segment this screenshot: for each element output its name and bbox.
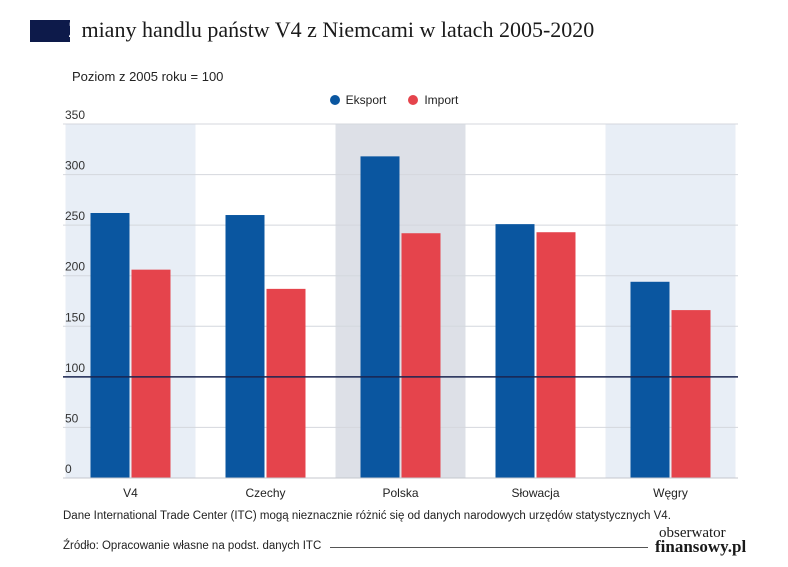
title-accent-bar — [30, 20, 70, 42]
y-tick-label: 250 — [65, 209, 85, 223]
logo-line-1: obserwator — [659, 525, 726, 541]
y-tick-label: 50 — [65, 411, 79, 425]
bar-export-1 — [90, 213, 130, 478]
publisher-logo: obserwator finansowy.pl — [655, 525, 755, 556]
bar-export-3 — [360, 156, 400, 478]
chart-subtitle: Poziom z 2005 roku = 100 — [72, 69, 224, 84]
bar-export-4 — [495, 224, 535, 478]
bar-export-2 — [225, 215, 265, 478]
title-first-letter: Z — [68, 17, 82, 42]
source-divider — [330, 547, 648, 548]
category-band — [65, 124, 196, 478]
bar-import-3 — [401, 233, 441, 478]
bar-import-5 — [671, 310, 711, 478]
category-band — [605, 124, 736, 478]
y-tick-label: 150 — [65, 310, 85, 324]
legend-export-label: Eksport — [345, 93, 387, 107]
legend-export-marker — [329, 95, 340, 105]
bar-import-1 — [131, 269, 171, 478]
data-note: Dane International Trade Center (ITC) mo… — [63, 510, 671, 522]
category-band — [335, 124, 466, 478]
y-tick-label: 300 — [65, 159, 85, 173]
y-tick-label: 100 — [65, 361, 85, 375]
logo-line-2: finansowy.pl — [655, 537, 747, 556]
bar-import-2 — [266, 288, 306, 478]
title-rest: miany handlu państw V4 z Niemcami w lata… — [81, 17, 595, 42]
bar-export-5 — [630, 281, 670, 478]
chart-title: Zmiany handlu państw V4 z Niemcami w lat… — [68, 17, 594, 43]
source-text: Źródło: Opracowanie własne na podst. dan… — [63, 540, 322, 552]
legend-import-marker — [408, 95, 419, 105]
y-tick-label: 0 — [65, 462, 72, 476]
y-tick-label: 200 — [65, 260, 85, 274]
y-tick-label: 350 — [65, 108, 85, 122]
x-tick-label: Polska — [382, 486, 418, 500]
legend: Eksport Import — [0, 93, 788, 107]
legend-import-label: Import — [424, 93, 459, 107]
legend-item-export: Eksport — [329, 93, 387, 107]
x-tick-label: Węgry — [653, 486, 688, 500]
x-tick-label: V4 — [123, 486, 138, 500]
legend-item-import: Import — [408, 93, 458, 107]
bar-import-4 — [536, 232, 576, 478]
x-tick-label: Czechy — [245, 486, 285, 500]
x-tick-label: Słowacja — [511, 486, 559, 500]
